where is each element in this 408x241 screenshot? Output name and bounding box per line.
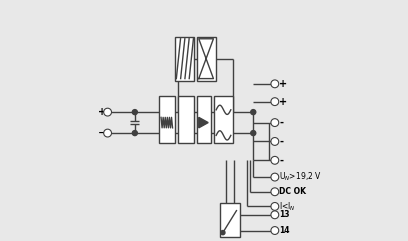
Circle shape xyxy=(272,189,277,194)
Circle shape xyxy=(272,81,277,87)
Circle shape xyxy=(271,211,279,219)
Circle shape xyxy=(271,138,279,145)
Circle shape xyxy=(271,188,279,195)
Circle shape xyxy=(272,204,277,209)
Circle shape xyxy=(105,109,110,115)
Bar xyxy=(178,96,193,142)
Text: U$_N$>19,2 V: U$_N$>19,2 V xyxy=(279,171,322,183)
Circle shape xyxy=(272,99,277,104)
Circle shape xyxy=(132,131,137,136)
Text: +: + xyxy=(279,97,288,107)
Text: 13: 13 xyxy=(279,210,290,219)
Bar xyxy=(197,37,215,81)
Circle shape xyxy=(271,157,279,164)
Bar xyxy=(197,96,211,142)
Bar xyxy=(214,96,233,142)
Circle shape xyxy=(271,173,279,181)
Text: +: + xyxy=(98,107,106,117)
Circle shape xyxy=(132,110,137,115)
Text: I<I$_N$: I<I$_N$ xyxy=(279,200,296,213)
Circle shape xyxy=(271,119,279,126)
Circle shape xyxy=(272,158,277,163)
Circle shape xyxy=(272,212,277,217)
Circle shape xyxy=(272,120,277,125)
Circle shape xyxy=(251,131,256,136)
Circle shape xyxy=(105,130,110,136)
Circle shape xyxy=(271,98,279,105)
Circle shape xyxy=(104,129,111,137)
Circle shape xyxy=(271,227,279,234)
Circle shape xyxy=(272,139,277,144)
Text: −: − xyxy=(98,128,107,138)
Text: -: - xyxy=(279,155,284,165)
Bar xyxy=(159,96,175,142)
Circle shape xyxy=(271,203,279,210)
Circle shape xyxy=(251,110,256,115)
Text: -: - xyxy=(279,136,284,147)
Text: +: + xyxy=(279,79,288,89)
Circle shape xyxy=(272,174,277,180)
Bar xyxy=(220,203,239,237)
Text: 14: 14 xyxy=(279,226,290,235)
Text: DC OK: DC OK xyxy=(279,187,306,196)
Circle shape xyxy=(104,108,111,116)
Circle shape xyxy=(271,80,279,87)
Polygon shape xyxy=(199,117,208,128)
Bar xyxy=(175,37,193,81)
Circle shape xyxy=(272,228,277,233)
Text: -: - xyxy=(279,118,284,127)
Circle shape xyxy=(221,231,225,235)
